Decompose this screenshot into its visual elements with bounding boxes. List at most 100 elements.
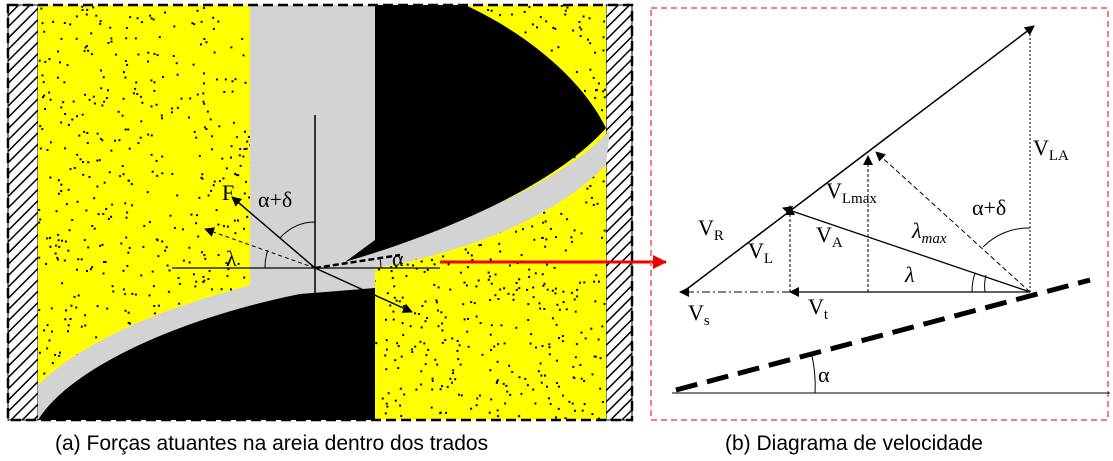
sand-grain (141, 21, 143, 23)
sand-grain (530, 333, 532, 335)
sand-grain (460, 272, 462, 274)
sand-grain (129, 247, 131, 249)
sand-grain (89, 176, 91, 178)
sand-grain (532, 389, 534, 391)
sand-grain (564, 14, 566, 16)
sand-grain (394, 297, 396, 299)
sand-grain (549, 346, 551, 348)
sand-grain (533, 296, 535, 298)
sand-grain (209, 270, 211, 272)
sand-grain (87, 50, 89, 52)
sand-grain (238, 263, 240, 265)
label-lambda: λ (904, 262, 915, 287)
sand-grain (535, 347, 537, 349)
sand-grain (67, 64, 69, 66)
sand-grain (378, 269, 380, 271)
sand-grain (488, 272, 490, 274)
sand-grain (584, 403, 586, 405)
wall-right (606, 5, 632, 420)
sand-grain (44, 108, 46, 110)
sand-grain (188, 117, 190, 119)
sand-grain (136, 93, 138, 95)
sand-grain (203, 72, 205, 74)
sand-grain (562, 395, 564, 397)
sand-grain (135, 82, 137, 84)
sand-grain (151, 105, 153, 107)
sand-grain (58, 193, 60, 195)
sand-grain (56, 210, 58, 212)
sand-grain (243, 54, 245, 56)
sand-grain (189, 261, 191, 263)
sand-grain (154, 53, 156, 55)
sand-grain (188, 247, 190, 249)
sand-grain (170, 215, 172, 217)
sand-grain (203, 101, 205, 103)
sand-grain (65, 241, 67, 243)
sand-grain (602, 50, 604, 52)
sand-grain (524, 11, 526, 13)
label-v-lmax: VLmax (826, 178, 877, 207)
sand-grain (161, 156, 163, 158)
sand-grain (478, 244, 480, 246)
sand-grain (225, 78, 227, 80)
sand-grain (562, 291, 564, 293)
sand-grain (81, 258, 83, 260)
sand-grain (147, 61, 149, 63)
sand-grain (518, 415, 520, 417)
sand-grain (599, 388, 601, 390)
sand-grain (83, 131, 85, 133)
sand-grain (574, 298, 576, 300)
sand-grain (497, 409, 499, 411)
sand-grain (106, 97, 108, 99)
sand-grain (478, 280, 480, 282)
sand-grain (394, 359, 396, 361)
sand-grain (528, 6, 530, 8)
sand-grain (94, 103, 96, 105)
sand-grain (45, 263, 47, 265)
sand-grain (604, 230, 606, 232)
sand-grain (442, 342, 444, 344)
sand-grain (81, 6, 83, 8)
sand-grain (579, 282, 581, 284)
sand-grain (403, 394, 405, 396)
sand-grain (436, 364, 438, 366)
sand-grain (425, 354, 427, 356)
sand-grain (532, 23, 534, 25)
sand-grain (58, 355, 60, 357)
sand-grain (433, 284, 435, 286)
sand-grain (563, 301, 565, 303)
sand-grain (451, 382, 453, 384)
sand-grain (556, 382, 558, 384)
sand-grain (384, 355, 386, 357)
sand-grain (392, 311, 394, 313)
sand-grain (386, 406, 388, 408)
sand-grain (115, 54, 117, 56)
sand-grain (545, 20, 547, 22)
sand-grain (125, 237, 127, 239)
sand-grain (556, 360, 558, 362)
sand-grain (234, 232, 236, 234)
sand-grain (544, 283, 546, 285)
sand-grain (207, 111, 209, 113)
sand-grain (396, 300, 398, 302)
sand-grain (399, 300, 401, 302)
sand-grain (151, 134, 153, 136)
sand-grain (476, 404, 478, 406)
sand-grain (105, 208, 107, 210)
sand-grain (95, 336, 97, 338)
sand-grain (109, 27, 111, 29)
sand-grain (218, 125, 220, 127)
sand-grain (589, 69, 591, 71)
sand-grain (177, 74, 179, 76)
sand-grain (47, 324, 49, 326)
sand-grain (239, 148, 241, 150)
sand-grain (96, 160, 98, 162)
sand-grain (71, 219, 73, 221)
sand-grain (541, 382, 543, 384)
sand-grain (201, 251, 203, 253)
sand-grain (497, 298, 499, 300)
sand-grain (497, 379, 499, 381)
label-t: T (352, 298, 366, 323)
sand-grain (562, 335, 564, 337)
sand-grain (403, 305, 405, 307)
